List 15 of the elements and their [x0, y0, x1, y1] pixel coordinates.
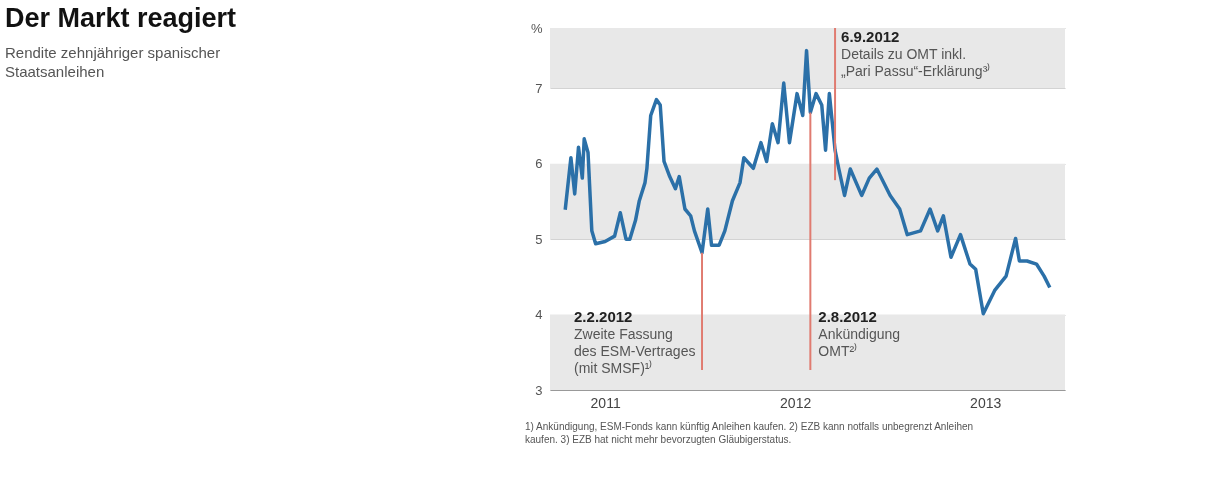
y-tick-label: 7	[535, 80, 543, 96]
y-tick-label: 5	[535, 231, 543, 247]
ref-line-label: 6.9.2012 Details zu OMT inkl. „Pari Passu“-Erklärung³⁾	[841, 28, 991, 79]
y-tick-label: %	[530, 20, 543, 36]
x-tick-label: 2013	[970, 394, 1002, 411]
text: Der Markt reagiert	[5, 3, 237, 33]
x-tick-label: 2011	[590, 394, 621, 411]
y-tick-label: 3	[535, 382, 543, 398]
text: 1) Ankündigung, ESM-Fonds kann künftig Anleihen kaufen. 2) EZB kann notfalls unbegrenzt Anleihen kaufen. 3) EZB hat nicht mehr bevorzugten Gläubigerstatus.	[525, 421, 974, 445]
y-tick-label: 6	[535, 156, 543, 172]
y-tick-label: 4	[535, 307, 543, 323]
ref-line-label: 2.8.2012 Ankündigung OMT²⁾	[818, 308, 901, 360]
ref-line-label: 2.2.2012 Zweite Fassung des ESM-Vertrages (mit SMSF)¹⁾	[574, 308, 696, 377]
x-tick-label: 2012	[780, 394, 812, 411]
text: Rendite zehnjähriger spanischer Staatsanleihen	[5, 44, 221, 80]
